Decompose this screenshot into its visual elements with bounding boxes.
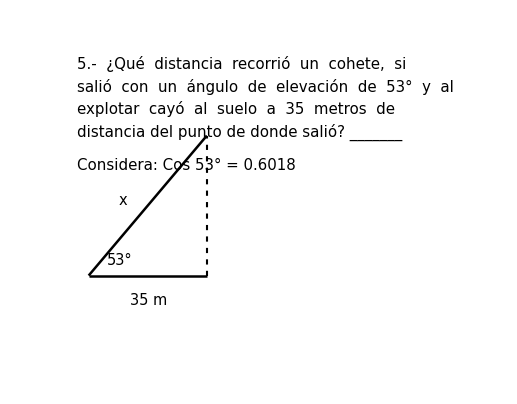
Text: x: x xyxy=(118,194,127,208)
Text: 5.-  ¿Qué  distancia  recorrió  un  cohete,  si: 5.- ¿Qué distancia recorrió un cohete, s… xyxy=(77,56,406,72)
Text: distancia del punto de donde salió? _______: distancia del punto de donde salió? ____… xyxy=(77,124,402,141)
Text: explotar  cayó  al  suelo  a  35  metros  de: explotar cayó al suelo a 35 metros de xyxy=(77,101,394,117)
Text: salió  con  un  ángulo  de  elevación  de  53°  y  al: salió con un ángulo de elevación de 53° … xyxy=(77,79,453,95)
Text: Considera: Cos 53° = 0.6018: Considera: Cos 53° = 0.6018 xyxy=(77,158,295,173)
Text: 53°: 53° xyxy=(107,253,132,268)
Text: 35 m: 35 m xyxy=(130,292,168,308)
